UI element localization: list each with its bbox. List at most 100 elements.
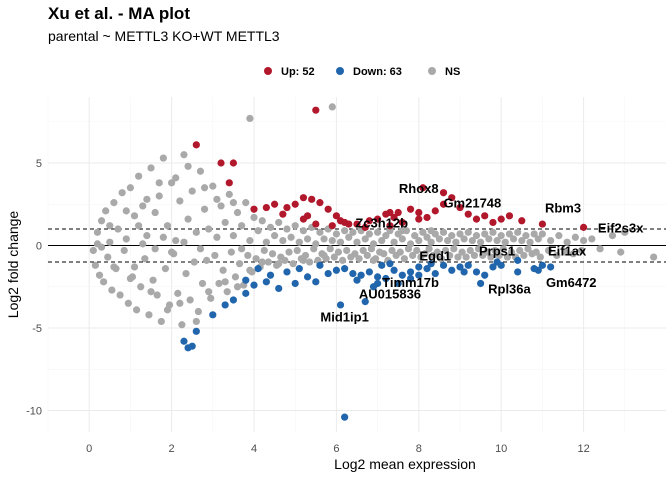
ns-point [503, 253, 511, 261]
ns-point [316, 228, 324, 236]
down-point [456, 263, 464, 271]
ns-point [444, 236, 452, 245]
ns-point [437, 255, 446, 263]
down-point [341, 265, 349, 273]
down-point [493, 258, 501, 266]
x-tick-label: 8 [416, 443, 422, 455]
ns-point [423, 233, 431, 241]
up-point [217, 159, 225, 167]
ns-point [221, 218, 229, 227]
up-point [299, 194, 308, 202]
ns-point [555, 232, 563, 240]
ns-point [235, 260, 244, 268]
down-point [332, 266, 340, 274]
ns-point [563, 238, 571, 246]
gene-label: Eif1ax [548, 243, 587, 258]
legend-key-ns [428, 67, 436, 75]
ns-point [359, 246, 367, 255]
up-point [303, 212, 312, 220]
ns-point [487, 253, 495, 261]
ns-point [213, 195, 221, 203]
down-point [431, 269, 439, 278]
grid-lines [47, 97, 666, 432]
ns-point [106, 222, 114, 230]
up-point [250, 205, 258, 213]
down-point [349, 269, 357, 278]
ns-point [207, 294, 215, 302]
ns-point [547, 236, 555, 245]
up-point [456, 203, 464, 212]
up-point [374, 215, 382, 223]
ns-point [409, 251, 417, 260]
y-tick-label: -5 [32, 323, 42, 335]
ns-point [192, 317, 200, 326]
ns-point [355, 255, 363, 263]
up-point [324, 205, 332, 213]
up-point [262, 203, 270, 212]
down-point [538, 261, 547, 269]
ns-point [118, 189, 126, 197]
down-point [254, 265, 262, 273]
gene-label: Gm21748 [443, 196, 501, 211]
x-axis-title: Log2 mean expression [334, 456, 476, 472]
ns-point [524, 245, 532, 253]
x-tick-label: 12 [577, 443, 589, 455]
down-point [209, 311, 217, 319]
ns-point [168, 179, 176, 187]
ns-point [192, 228, 200, 236]
ns-point [250, 213, 258, 222]
down-point [250, 281, 258, 289]
ns-point [186, 296, 194, 304]
ns-point [139, 202, 147, 210]
down-point [489, 263, 497, 271]
ns-point [244, 251, 252, 260]
ns-point [159, 233, 167, 241]
ns-point [209, 182, 217, 190]
ns-point [200, 184, 209, 192]
ns-point [320, 235, 328, 243]
ns-point [182, 269, 190, 278]
ns-point [137, 283, 145, 291]
gene-label: Rbm3 [545, 201, 581, 216]
ns-point [194, 307, 202, 316]
ns-point [351, 250, 359, 258]
gene-label: Gm6472 [546, 275, 597, 290]
ns-point [132, 306, 141, 314]
up-point [336, 217, 345, 225]
ns-point [489, 228, 497, 236]
ns-point [205, 288, 213, 296]
ns-point [458, 248, 466, 256]
ns-point [126, 184, 134, 192]
down-point [394, 279, 402, 288]
gene-label: Mid1ip1 [320, 309, 368, 324]
ns-point [460, 235, 468, 243]
down-point [382, 274, 390, 283]
ns-point [481, 230, 489, 238]
ns-point [569, 250, 577, 258]
ns-point [114, 225, 122, 233]
ns-point [452, 238, 460, 246]
ns-point [369, 256, 378, 264]
ns-point [441, 246, 450, 255]
ns-point [388, 246, 396, 255]
ns-point [155, 179, 163, 187]
ns-point [404, 245, 413, 253]
ns-point [293, 246, 301, 255]
gene-label: Timm17b [382, 275, 439, 290]
ns-point [223, 288, 231, 296]
up-point [406, 205, 415, 213]
legend-key-up [264, 67, 272, 75]
ns-point [421, 250, 429, 258]
ns-point [530, 230, 538, 238]
ns-point [225, 190, 233, 198]
up-point [439, 189, 448, 197]
ns-point [124, 299, 132, 307]
down-point [291, 279, 299, 288]
ns-point [320, 251, 328, 260]
ns-point [106, 238, 114, 246]
ns-point [283, 225, 291, 233]
up-point [308, 195, 316, 203]
ns-point [141, 255, 149, 263]
down-point [357, 271, 365, 279]
ns-point [507, 248, 516, 256]
